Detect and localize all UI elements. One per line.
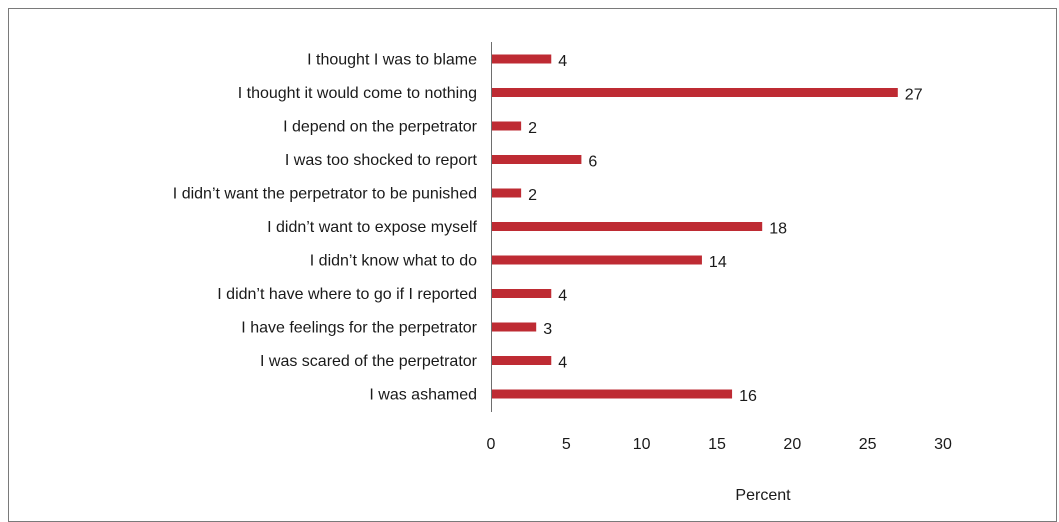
value-label: 4: [558, 355, 567, 372]
bar: [492, 356, 552, 365]
value-label: 16: [739, 388, 757, 405]
value-label: 4: [558, 53, 567, 70]
category-label: I thought it would come to nothing: [238, 85, 477, 102]
category-label: I didn’t want the perpetrator to be puni…: [173, 186, 477, 203]
category-label: I depend on the perpetrator: [283, 119, 478, 136]
value-label: 14: [709, 254, 727, 271]
bar: [492, 88, 898, 97]
x-tick-label: 30: [934, 436, 952, 453]
bar: [492, 222, 763, 231]
bar: [492, 322, 537, 332]
x-tick-label: 15: [708, 436, 726, 453]
bar: [492, 389, 733, 399]
x-tick-label: 25: [859, 436, 877, 453]
value-label: 4: [558, 288, 567, 305]
bar: [492, 188, 522, 198]
bar: [492, 121, 522, 131]
category-label: I didn’t have where to go if I reported: [217, 286, 477, 303]
category-label: I was scared of the perpetrator: [260, 353, 478, 370]
category-label: I didn’t know what to do: [310, 253, 477, 270]
value-label: 2: [528, 120, 537, 137]
x-tick-labels: 0 5 10 15 20 25 30: [487, 436, 952, 453]
category-label: I thought I was to blame: [307, 52, 477, 69]
bars: [492, 54, 898, 399]
value-label: 27: [905, 87, 923, 104]
category-label: I have feelings for the perpetrator: [241, 320, 477, 337]
x-axis-title: Percent: [735, 487, 791, 504]
bar: [492, 155, 582, 164]
value-label: 3: [543, 321, 552, 338]
category-label: I was too shocked to report: [285, 152, 478, 169]
x-tick-label: 20: [783, 436, 801, 453]
x-tick-label: 5: [562, 436, 571, 453]
category-label: I didn’t want to expose myself: [267, 219, 477, 236]
x-tick-label: 0: [487, 436, 496, 453]
bar: [492, 289, 552, 298]
bar: [492, 54, 552, 64]
bar: [492, 255, 702, 265]
value-label: 18: [769, 221, 787, 238]
x-tick-label: 10: [633, 436, 651, 453]
value-label: 6: [588, 154, 597, 171]
value-label: 2: [528, 187, 537, 204]
category-label: I was ashamed: [369, 387, 477, 404]
category-labels: I thought I was to blame I thought it wou…: [173, 52, 478, 404]
